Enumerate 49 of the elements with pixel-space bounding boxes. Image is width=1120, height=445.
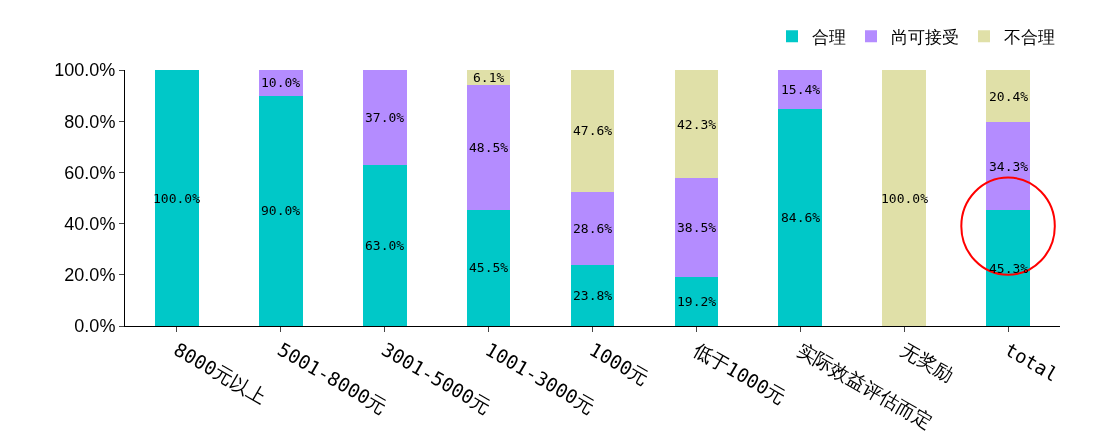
data-label: 84.6% — [781, 210, 821, 225]
y-tick-label: 100.0% — [54, 60, 116, 81]
bar — [570, 265, 615, 326]
data-label: 48.5% — [469, 140, 509, 155]
y-tick-label: 60.0% — [64, 162, 116, 183]
bar — [986, 210, 1030, 326]
bar — [155, 70, 199, 326]
data-label: 23.8% — [573, 288, 613, 303]
bar — [986, 70, 1030, 123]
data-label: 63.0% — [365, 238, 405, 253]
y-tick-label: 40.0% — [64, 213, 116, 234]
data-label: 100.0% — [881, 191, 929, 206]
bar — [882, 70, 926, 326]
data-label: 10.0% — [261, 75, 301, 90]
y-tick-label: 80.0% — [64, 111, 116, 132]
bar — [674, 276, 719, 326]
data-label: 42.3% — [677, 117, 717, 132]
data-label: 90.0% — [261, 203, 301, 218]
data-label: 37.0% — [365, 110, 405, 125]
legend-label: 合理 — [812, 26, 846, 47]
data-label: 45.3% — [989, 261, 1029, 276]
bar — [986, 122, 1030, 211]
x-tick-label: 8000元以上 — [170, 337, 271, 409]
bar — [466, 209, 511, 326]
data-label: 15.4% — [781, 82, 821, 97]
bar — [466, 85, 511, 210]
data-label: 34.3% — [989, 159, 1029, 174]
bar — [778, 109, 823, 326]
data-label: 28.6% — [573, 221, 613, 236]
x-tick-label: 低于1000元 — [689, 337, 790, 409]
legend-label: 不合理 — [1004, 26, 1055, 47]
x-tick-label: 无奖励 — [897, 337, 958, 386]
data-label: 20.4% — [989, 89, 1029, 104]
data-label: 19.2% — [677, 294, 717, 309]
bar — [362, 164, 407, 326]
data-label: 47.6% — [573, 123, 613, 138]
legend-label: 尚可接受 — [891, 26, 959, 47]
y-tick-label: 20.0% — [64, 265, 116, 286]
data-label: 38.5% — [677, 220, 717, 235]
bar — [570, 191, 615, 266]
bar — [674, 70, 719, 179]
bar — [570, 70, 615, 192]
bar — [778, 70, 823, 110]
y-tick-label: 0.0% — [74, 316, 116, 337]
bar — [362, 70, 407, 165]
bar — [674, 178, 719, 277]
data-label: 45.5% — [469, 260, 509, 275]
data-label: 6.1% — [473, 70, 505, 85]
bar — [259, 95, 303, 326]
